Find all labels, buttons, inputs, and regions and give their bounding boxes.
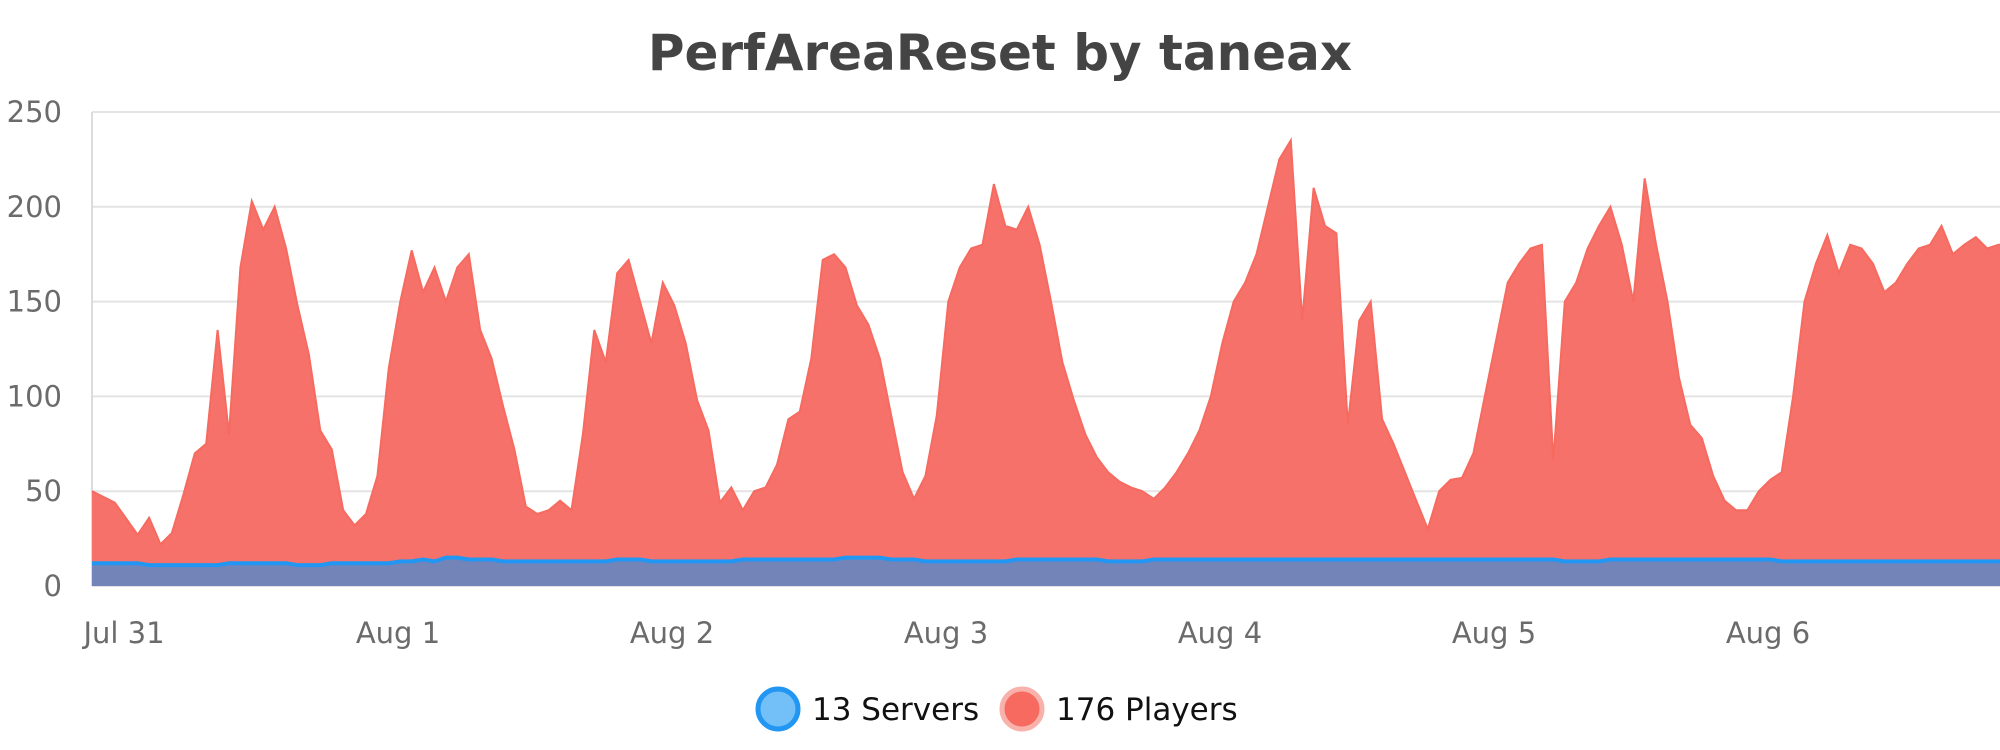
x-tick-label: Aug 6 [1726, 616, 1810, 650]
series-area-servers[interactable] [92, 557, 2000, 586]
y-axis-tick-labels: 0 50 100 150 200 250 [7, 95, 62, 603]
x-tick-label: Aug 3 [904, 616, 988, 650]
legend-marker [755, 686, 801, 732]
y-tick-label-0: 0 [44, 569, 62, 603]
series-line-servers [92, 555, 2000, 568]
y-tick-label-250: 250 [7, 95, 62, 129]
series-area-players[interactable] [92, 140, 2000, 586]
legend-label: 176 Players [1056, 692, 1238, 728]
x-axis-tick-labels: Jul 31 Aug 1 Aug 2 Aug 3 Aug 4 Aug 5 Aug 6 [81, 616, 1810, 650]
legend[interactable]: 13 Servers 176 Players [755, 686, 1238, 732]
series-areas [91, 137, 2000, 586]
x-tick-label: Aug 2 [630, 616, 714, 650]
chart-title: PerfAreaReset by taneax [648, 24, 1352, 82]
y-tick-label-100: 100 [7, 379, 62, 413]
x-tick-label: Aug 5 [1452, 616, 1536, 650]
legend-marker [999, 686, 1045, 732]
legend-item-players[interactable]: 176 Players [999, 686, 1238, 732]
legend-item-servers[interactable]: 13 Servers [755, 686, 979, 732]
x-tick-label: Aug 1 [356, 616, 440, 650]
x-tick-label: Aug 4 [1178, 616, 1262, 650]
y-tick-label-200: 200 [7, 190, 62, 224]
y-tick-label-150: 150 [7, 285, 62, 319]
legend-label: 13 Servers [812, 692, 979, 728]
x-tick-label: Jul 31 [81, 616, 164, 650]
series-line-players [91, 137, 2000, 547]
y-tick-label-50: 50 [25, 474, 62, 508]
